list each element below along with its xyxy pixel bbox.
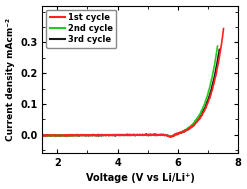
1st cycle [156, 134, 159, 136]
1st cycle [151, 134, 154, 136]
Y-axis label: Current density mAcm⁻²: Current density mAcm⁻² [5, 18, 15, 141]
1st cycle [197, 119, 200, 121]
2nd cycle [51, 134, 54, 136]
3rd cycle [144, 134, 146, 136]
Line: 3rd cycle: 3rd cycle [42, 49, 219, 137]
2nd cycle [192, 122, 195, 125]
2nd cycle [147, 134, 150, 136]
2nd cycle [143, 133, 145, 136]
2nd cycle [169, 136, 172, 138]
Legend: 1st cycle, 2nd cycle, 3rd cycle: 1st cycle, 2nd cycle, 3rd cycle [46, 10, 116, 48]
X-axis label: Voltage (V vs Li/Li⁺): Voltage (V vs Li/Li⁺) [86, 174, 195, 184]
3rd cycle [175, 133, 178, 136]
3rd cycle [218, 48, 221, 50]
2nd cycle [152, 134, 155, 136]
Line: 1st cycle: 1st cycle [42, 29, 224, 137]
3rd cycle [52, 134, 55, 136]
2nd cycle [174, 134, 177, 136]
2nd cycle [41, 134, 44, 137]
Line: 2nd cycle: 2nd cycle [42, 46, 218, 137]
1st cycle [222, 27, 225, 30]
1st cycle [179, 132, 182, 134]
3rd cycle [41, 134, 44, 136]
3rd cycle [169, 136, 172, 138]
2nd cycle [216, 45, 219, 47]
3rd cycle [154, 133, 157, 135]
3rd cycle [148, 134, 151, 136]
3rd cycle [193, 122, 196, 125]
1st cycle [168, 136, 171, 138]
1st cycle [41, 134, 44, 137]
1st cycle [52, 134, 55, 136]
1st cycle [146, 134, 149, 136]
